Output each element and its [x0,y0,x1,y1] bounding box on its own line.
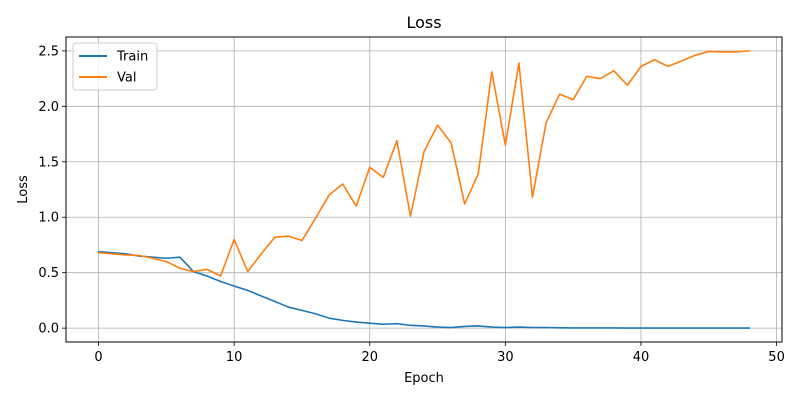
x-tick-label: 0 [94,350,102,365]
x-tick-label: 10 [226,350,243,365]
y-tick-label: 1.5 [38,155,59,170]
legend-label-train: Train [116,50,148,65]
y-tick-label: 0.0 [38,322,59,337]
x-tick-label: 20 [361,350,378,365]
x-axis-title: Epoch [404,371,444,386]
chart-title: Loss [406,13,441,32]
y-axis-title: Loss [16,175,31,204]
x-tick-label: 40 [633,350,650,365]
legend-label-val: Val [117,71,136,86]
y-tick-label: 1.0 [38,211,59,226]
x-axis-ticks: 0 10 20 30 40 50 [94,342,785,365]
series-line-train [97,250,751,329]
legend: Train Val [72,42,158,91]
y-tick-label: 0.5 [38,266,59,281]
series-line-val [97,50,751,277]
plot-frame [65,36,783,343]
y-tick-label: 2.0 [38,100,59,115]
x-tick-label: 50 [768,350,785,365]
x-tick-label: 30 [497,350,514,365]
legend-box [72,42,158,91]
y-tick-label: 2.5 [38,44,59,59]
series-lines [97,50,751,329]
y-axis-ticks: 0.0 0.5 1.0 1.5 2.0 2.5 [38,44,66,337]
